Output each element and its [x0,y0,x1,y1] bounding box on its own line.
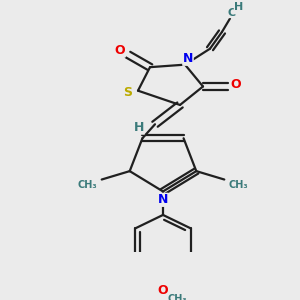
Text: O: O [231,78,241,91]
Text: N: N [183,52,193,65]
Text: C: C [228,8,236,18]
Text: H: H [134,121,144,134]
Text: O: O [115,44,125,57]
Text: CH₃: CH₃ [78,180,98,190]
Text: CH₃: CH₃ [167,294,187,300]
Text: O: O [158,284,168,297]
Text: CH₃: CH₃ [229,180,248,190]
Text: N: N [158,193,168,206]
Text: H: H [234,2,244,12]
Text: S: S [124,86,133,99]
